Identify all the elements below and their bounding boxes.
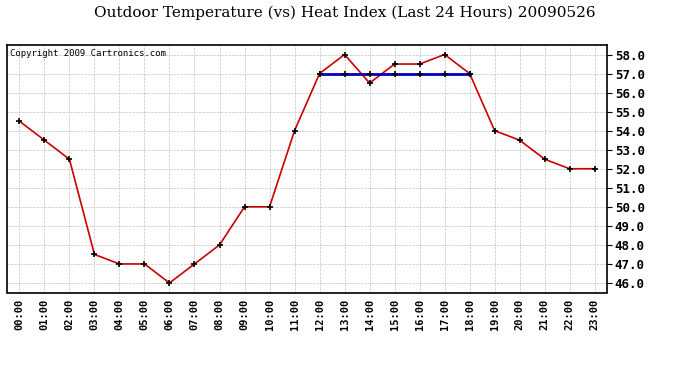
- Text: Outdoor Temperature (vs) Heat Index (Last 24 Hours) 20090526: Outdoor Temperature (vs) Heat Index (Las…: [95, 6, 595, 20]
- Text: Copyright 2009 Cartronics.com: Copyright 2009 Cartronics.com: [10, 49, 166, 58]
